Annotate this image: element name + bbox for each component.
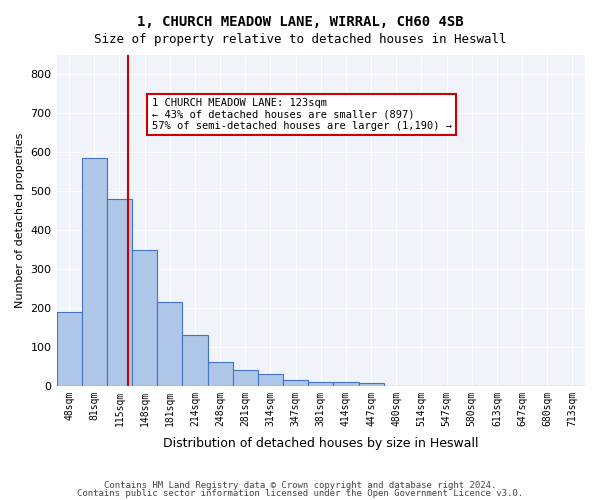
Text: 1 CHURCH MEADOW LANE: 123sqm
← 43% of detached houses are smaller (897)
57% of s: 1 CHURCH MEADOW LANE: 123sqm ← 43% of de… [152,98,452,131]
Bar [258,374,283,386]
Text: Size of property relative to detached houses in Heswall: Size of property relative to detached ho… [94,32,506,46]
Bar [157,302,182,386]
Bar [233,370,258,386]
Bar [132,250,157,386]
Bar [283,380,308,386]
Text: Contains HM Land Registry data © Crown copyright and database right 2024.: Contains HM Land Registry data © Crown c… [104,481,496,490]
Text: 1, CHURCH MEADOW LANE, WIRRAL, CH60 4SB: 1, CHURCH MEADOW LANE, WIRRAL, CH60 4SB [137,15,463,29]
Bar [182,335,208,386]
Bar [56,312,82,386]
Bar [308,382,334,386]
Bar [359,382,383,386]
Y-axis label: Number of detached properties: Number of detached properties [15,132,25,308]
Bar [82,158,107,386]
Bar [334,382,359,386]
X-axis label: Distribution of detached houses by size in Heswall: Distribution of detached houses by size … [163,437,479,450]
Bar [107,199,132,386]
Bar [208,362,233,386]
Text: Contains public sector information licensed under the Open Government Licence v3: Contains public sector information licen… [77,488,523,498]
